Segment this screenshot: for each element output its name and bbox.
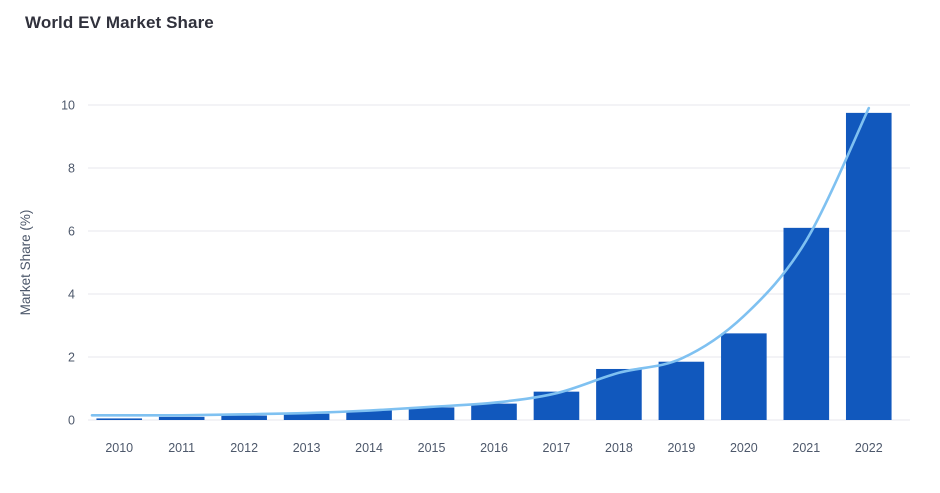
y-tick-label: 2 [68,351,75,365]
x-tick-label: 2010 [105,441,133,455]
x-tick-label: 2021 [792,441,820,455]
x-tick-label: 2011 [168,441,195,455]
bar-2014 [346,410,392,420]
bar-2011 [158,416,205,420]
y-tick-label: 8 [68,162,75,176]
x-tick-label: 2020 [730,441,758,455]
y-tick-label: 4 [68,288,75,302]
x-tick-label: 2019 [667,441,695,455]
y-tick-label: 6 [68,225,75,239]
y-tick-label: 10 [61,99,75,113]
y-tick-label: 0 [68,414,75,428]
x-tick-label: 2012 [230,441,258,455]
x-tick-label: 2022 [855,441,883,455]
bar-2012 [221,415,267,420]
bar-2019 [658,361,705,420]
x-tick-label: 2017 [543,441,571,455]
x-tick-label: 2015 [418,441,446,455]
bar-2020 [721,333,767,420]
x-tick-label: 2014 [355,441,383,455]
x-tick-label: 2016 [480,441,508,455]
bar-2015 [408,407,455,420]
line-series [90,106,871,417]
y-axis-label: Market Share (%) [18,210,33,316]
bar-2013 [283,413,330,420]
bar-2021 [783,227,830,420]
x-tick-label: 2013 [293,441,321,455]
bar-2022 [845,112,892,420]
bar-2016 [471,403,517,420]
chart-title: World EV Market Share [25,13,214,32]
x-tick-label: 2018 [605,441,633,455]
bar-2010 [96,418,143,420]
